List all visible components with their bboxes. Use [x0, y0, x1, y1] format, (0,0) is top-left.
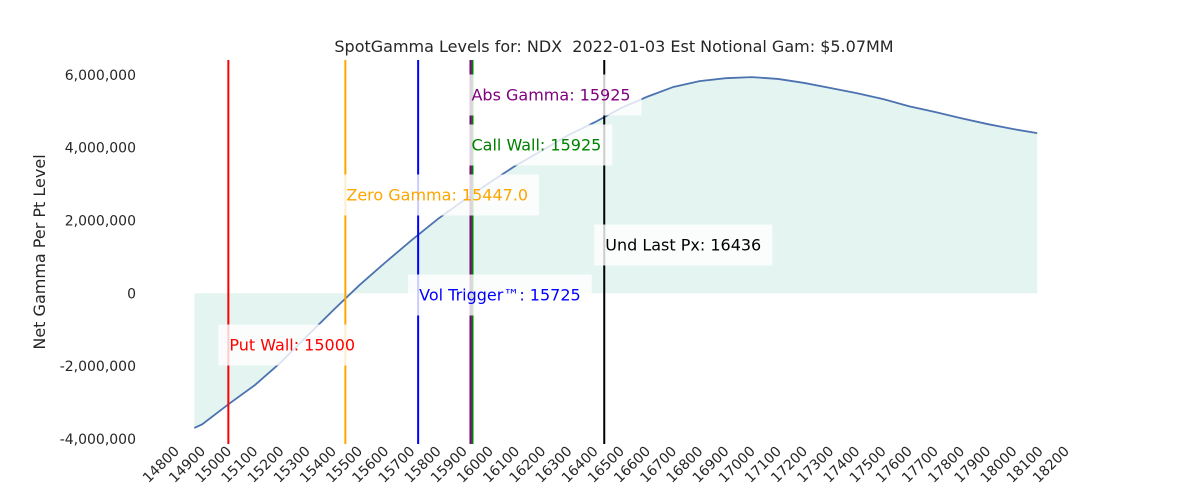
level-label: Zero Gamma: 15447.0 [346, 186, 528, 205]
level-label: Und Last Px: 16436 [605, 236, 761, 255]
y-tick-label: -2,000,000 [60, 359, 136, 375]
label-box [335, 174, 540, 216]
label-box [460, 74, 642, 116]
level-label: Call Wall: 15925 [471, 136, 601, 155]
level-label: Vol Trigger™: 15725 [419, 286, 581, 305]
y-tick-label: -4,000,000 [60, 432, 136, 448]
label-box [408, 274, 592, 316]
chart-title: SpotGamma Levels for: NDX 2022-01-03 Est… [334, 37, 893, 56]
y-tick-label: 0 [127, 286, 136, 302]
label-box [218, 324, 367, 366]
label-box [594, 224, 773, 266]
y-tick-label: 6,000,000 [65, 68, 136, 84]
y-tick-label: 4,000,000 [65, 141, 136, 157]
y-axis-label: Net Gamma Per Pt Level [30, 154, 49, 349]
label-box [460, 124, 613, 166]
y-tick-label: 2,000,000 [65, 214, 136, 230]
level-label: Put Wall: 15000 [229, 336, 355, 355]
level-label: Abs Gamma: 15925 [471, 86, 630, 105]
